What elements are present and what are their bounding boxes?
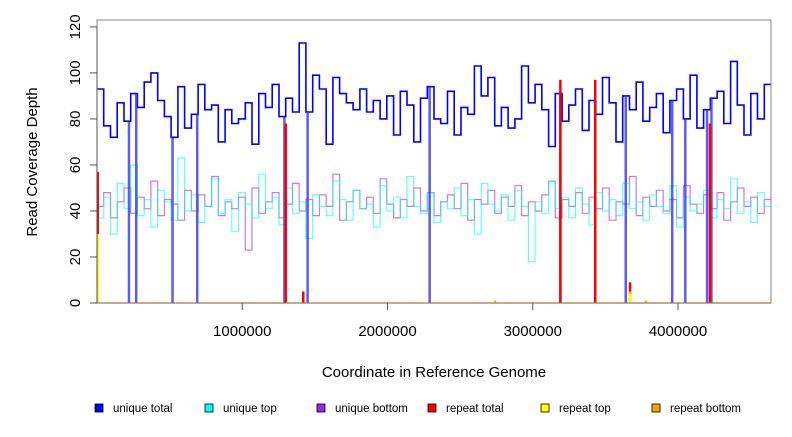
legend-label: repeat total (446, 403, 504, 415)
legend-swatch (94, 403, 104, 413)
x-tick-label: 2000000 (358, 323, 416, 340)
legend-label: unique total (113, 403, 172, 415)
y-tick-label: 120 (67, 14, 84, 39)
unique-top-line (97, 157, 771, 263)
legend-label: unique bottom (335, 403, 408, 415)
legend-swatch (540, 403, 550, 413)
legend-label: repeat bottom (670, 403, 741, 415)
legend-item-unique-total: unique total (94, 403, 172, 415)
legend-item-repeat-bottom: repeat bottom (651, 403, 741, 415)
y-tick-label: 100 (67, 60, 84, 85)
legend-swatch (651, 403, 661, 413)
x-axis-title: Coordinate in Reference Genome (322, 364, 546, 381)
legend-item-unique-bottom: unique bottom (316, 403, 408, 415)
legend-item-repeat-top: repeat top (540, 403, 611, 415)
y-tick-label: 60 (67, 157, 84, 174)
legend-swatch (316, 403, 326, 413)
legend-item-unique-top: unique top (204, 403, 277, 415)
y-tick-label: 0 (67, 299, 84, 307)
y-tick-label: 40 (67, 203, 84, 220)
legend-label: unique top (223, 403, 277, 415)
legend-swatch (427, 403, 437, 413)
x-axis: 1000000 2000000 3000000 4000000 (213, 303, 707, 340)
x-tick-label: 3000000 (504, 323, 562, 340)
x-tick-label: 4000000 (649, 323, 707, 340)
x-tick-label: 1000000 (213, 323, 271, 340)
y-tick-label: 80 (67, 111, 84, 128)
legend-label: repeat top (559, 403, 611, 415)
y-tick-label: 20 (67, 249, 84, 266)
legend: unique total unique top unique bottom repea… (94, 403, 741, 415)
y-axis-title: Read Coverage Depth (24, 87, 41, 236)
unique-total-line (97, 42, 771, 148)
legend-item-repeat-total: repeat total (427, 403, 504, 415)
plot-area (96, 42, 771, 304)
y-axis: 0 20 40 60 80 100 120 (67, 14, 98, 307)
legend-swatch (204, 403, 214, 413)
